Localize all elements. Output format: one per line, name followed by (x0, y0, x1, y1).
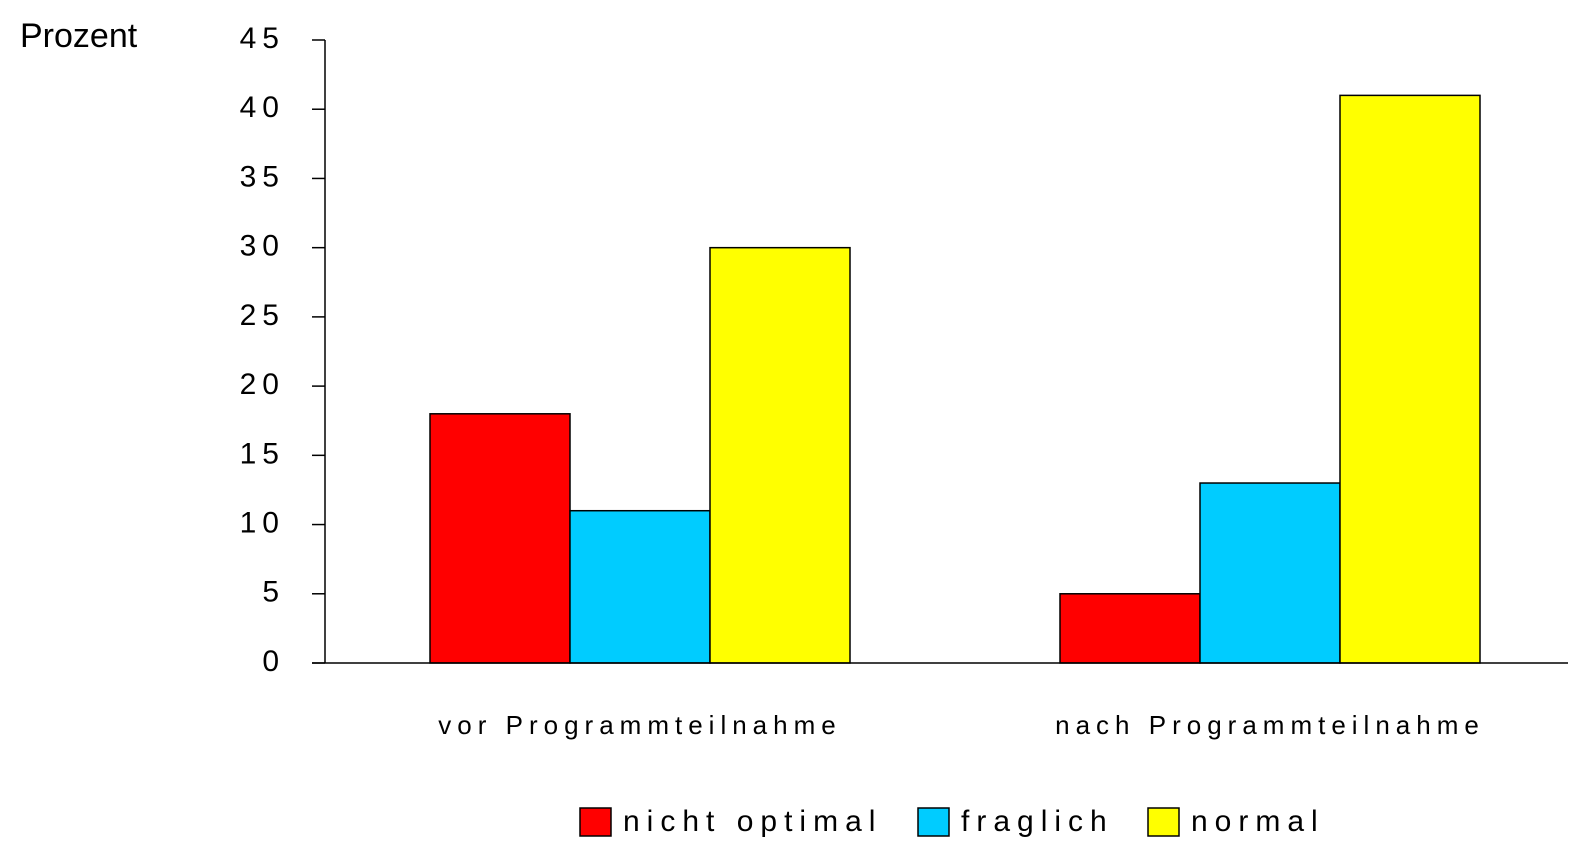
bar (709, 246, 851, 664)
legend-swatch (579, 807, 612, 837)
y-tick-label: 40 (240, 91, 285, 124)
x-tick-label: nach Programmteilnahme (1055, 710, 1485, 740)
x-tick-label: vor Programmteilnahme (438, 710, 841, 740)
y-tick-label: 0 (262, 645, 285, 678)
legend-label: fraglich (961, 805, 1114, 838)
y-tick-label: 10 (240, 506, 285, 539)
bar (1339, 94, 1481, 664)
bar (569, 509, 711, 664)
y-tick-label: 35 (240, 160, 285, 193)
bar (429, 413, 571, 664)
y-tick-label: 20 (240, 368, 285, 401)
y-axis-label: Prozent (20, 17, 138, 55)
bar (1059, 593, 1201, 664)
y-tick-label: 25 (240, 299, 285, 332)
legend-label: normal (1191, 805, 1325, 838)
y-tick-label: 5 (262, 576, 285, 609)
bar (1199, 482, 1341, 664)
legend-label: nicht optimal (623, 805, 882, 838)
y-tick-label: 45 (240, 22, 285, 55)
legend-swatch (1147, 807, 1180, 837)
y-tick-label: 30 (240, 230, 285, 263)
legend-swatch (917, 807, 950, 837)
y-tick-label: 15 (240, 437, 285, 470)
